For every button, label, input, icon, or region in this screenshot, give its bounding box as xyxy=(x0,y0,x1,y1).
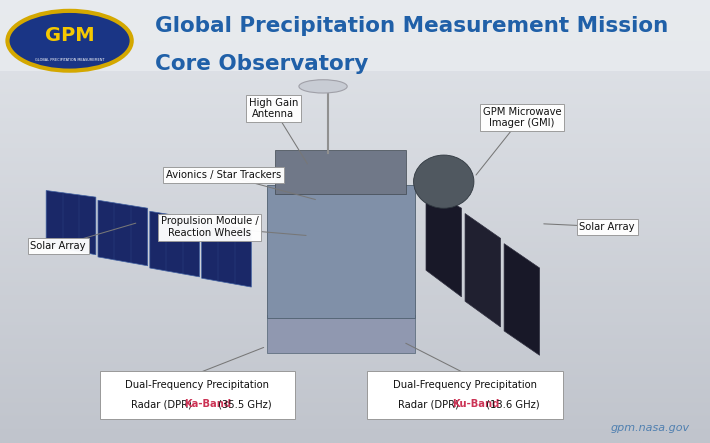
Polygon shape xyxy=(46,190,96,255)
FancyBboxPatch shape xyxy=(99,371,295,419)
Text: Radar (DPR): Radar (DPR) xyxy=(398,399,462,409)
Polygon shape xyxy=(202,222,251,287)
Text: Avionics / Star Trackers: Avionics / Star Trackers xyxy=(166,170,281,180)
Text: Dual-Frequency Precipitation: Dual-Frequency Precipitation xyxy=(393,380,537,389)
Text: High Gain
Antenna: High Gain Antenna xyxy=(248,98,298,119)
Text: GPM Microwave
Imager (GMI): GPM Microwave Imager (GMI) xyxy=(483,107,561,128)
FancyBboxPatch shape xyxy=(368,371,562,419)
Text: GPM: GPM xyxy=(45,26,94,45)
Ellipse shape xyxy=(299,80,347,93)
Polygon shape xyxy=(465,214,501,327)
Text: Dual-Frequency Precipitation: Dual-Frequency Precipitation xyxy=(126,380,269,389)
Polygon shape xyxy=(98,200,148,266)
Text: Core Observatory: Core Observatory xyxy=(155,54,368,74)
Text: Solar Array: Solar Array xyxy=(31,241,86,251)
FancyBboxPatch shape xyxy=(267,185,415,318)
Text: Ku-Band: Ku-Band xyxy=(452,399,499,409)
Text: GLOBAL PRECIPITATION MEASUREMENT: GLOBAL PRECIPITATION MEASUREMENT xyxy=(35,58,104,62)
FancyBboxPatch shape xyxy=(0,0,710,71)
Text: (35.5 GHz): (35.5 GHz) xyxy=(215,399,272,409)
Polygon shape xyxy=(504,244,540,355)
Text: Radar (DPR): Radar (DPR) xyxy=(131,399,195,409)
Text: (13.6 GHz): (13.6 GHz) xyxy=(483,399,540,409)
Ellipse shape xyxy=(8,11,132,71)
FancyBboxPatch shape xyxy=(267,315,415,353)
Text: Ka-Band: Ka-Band xyxy=(184,399,231,409)
Ellipse shape xyxy=(413,155,474,208)
Polygon shape xyxy=(426,188,462,297)
FancyBboxPatch shape xyxy=(275,150,406,194)
Polygon shape xyxy=(150,211,200,277)
Text: Solar Array: Solar Array xyxy=(579,222,635,232)
Text: gpm.nasa.gov: gpm.nasa.gov xyxy=(611,423,690,433)
Text: Global Precipitation Measurement Mission: Global Precipitation Measurement Mission xyxy=(155,16,668,35)
Text: Propulsion Module /
Reaction Wheels: Propulsion Module / Reaction Wheels xyxy=(160,217,258,238)
